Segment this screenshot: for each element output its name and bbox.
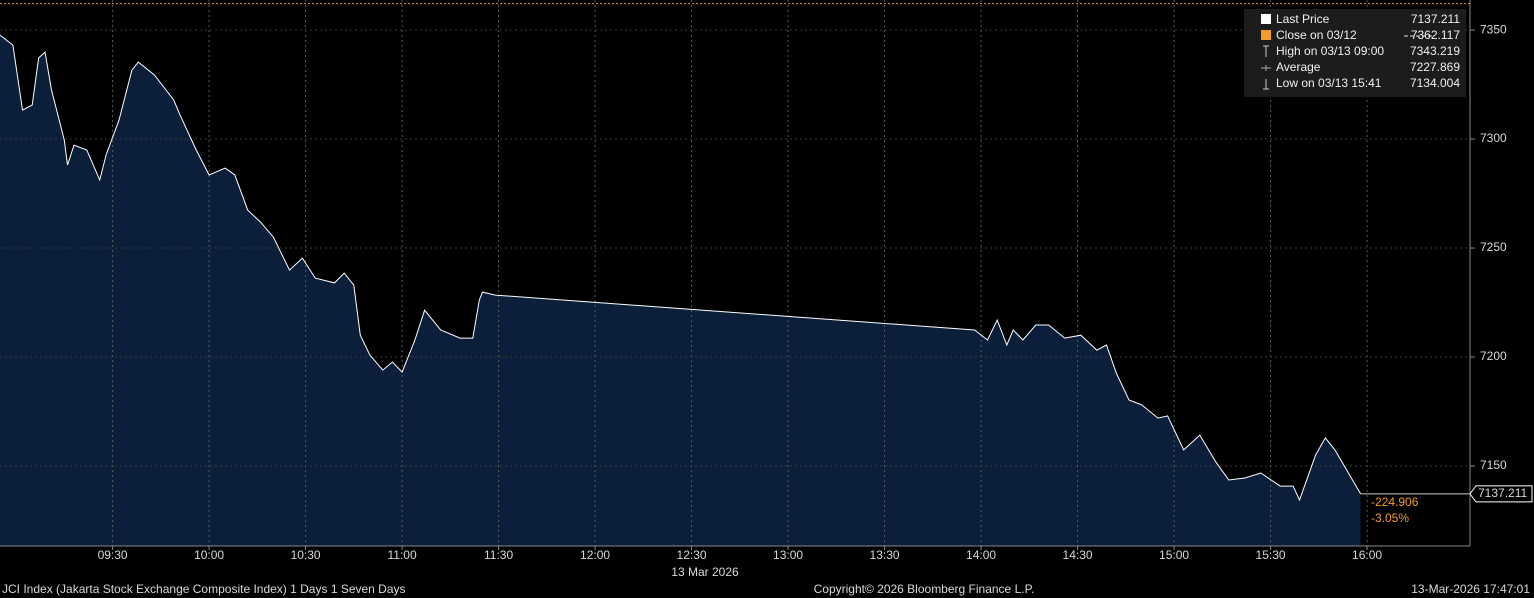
legend-icon [1263, 79, 1269, 90]
x-tick-label: 15:30 [1256, 548, 1286, 562]
x-tick-label: 12:30 [677, 548, 707, 562]
legend-icon [1263, 45, 1269, 57]
y-tick-label: 7300 [1480, 131, 1507, 145]
legend-label: Low on 03/13 15:41 [1276, 76, 1382, 90]
y-tick-label: 7250 [1480, 240, 1507, 254]
x-tick-label: 15:00 [1159, 548, 1189, 562]
legend-value: 7362.117 [1411, 28, 1460, 42]
legend: Last Price 7137.211 Close on 03/12 7362.1… [1244, 9, 1466, 97]
x-tick-label: 16:00 [1352, 548, 1382, 562]
legend-icon [1261, 14, 1271, 24]
footer-right: 13-Mar-2026 17:47:01 [1411, 582, 1530, 596]
legend-icon [1261, 65, 1271, 71]
date-label: 13 Mar 2026 [671, 565, 739, 579]
y-tick-label: 7350 [1480, 22, 1507, 36]
x-tick-label: 13:30 [870, 548, 900, 562]
footer-left: JCI Index (Jakarta Stock Exchange Compos… [2, 582, 406, 596]
legend-label: High on 03/13 09:00 [1276, 44, 1384, 58]
y-tick-label: 7200 [1480, 349, 1507, 363]
last-price-tag [1469, 485, 1533, 503]
x-tick-label: 14:00 [966, 548, 996, 562]
legend-value: 7134.004 [1410, 76, 1460, 90]
change-value: -224.906 [1371, 495, 1419, 509]
x-tick-label: 09:30 [98, 548, 128, 562]
x-tick-label: 13:00 [773, 548, 803, 562]
legend-label: Average [1276, 60, 1321, 74]
change-percent: -3.05% [1371, 511, 1409, 525]
x-tick-label: 14:30 [1063, 548, 1093, 562]
x-tick-label: 11:30 [484, 548, 513, 562]
legend-label: Close on 03/12 [1276, 28, 1357, 42]
legend-box [1244, 9, 1466, 97]
price-line [0, 34, 1362, 502]
x-tick-label: 10:30 [291, 548, 321, 562]
legend-icon [1261, 30, 1271, 40]
legend-label: Last Price [1276, 12, 1330, 26]
footer-center: Copyright© 2026 Bloomberg Finance L.P. [814, 582, 1035, 596]
x-tick-label: 12:00 [580, 548, 610, 562]
legend-value: 7137.211 [1411, 12, 1460, 26]
y-tick-label: 7150 [1480, 458, 1507, 472]
last-price-label: 7137.211 [1478, 486, 1527, 500]
legend-value: 7343.219 [1410, 44, 1460, 58]
area-fill [0, 35, 1361, 546]
x-tick-label: 10:00 [194, 548, 224, 562]
legend-value: 7227.869 [1410, 60, 1460, 74]
x-tick-label: 11:00 [388, 548, 417, 562]
